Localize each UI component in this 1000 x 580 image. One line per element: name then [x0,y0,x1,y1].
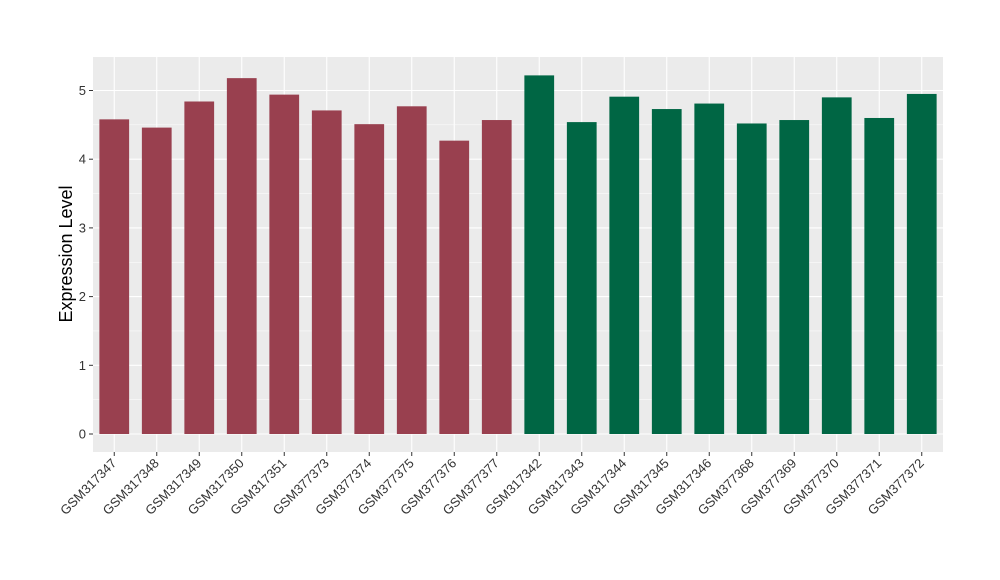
bar [566,122,597,435]
y-tick-label: 4 [79,152,86,167]
bar [226,78,257,434]
bar [439,140,470,434]
bar [609,96,640,435]
y-axis: 0 1 2 3 4 5 [79,83,93,442]
bar [906,93,937,434]
bars-layer [99,75,937,435]
bar [396,106,427,435]
bar [779,120,810,434]
y-tick-label: 2 [79,289,86,304]
bar [864,117,895,434]
y-axis-title: Expression Level [56,185,76,322]
bar [481,120,512,434]
bar [141,127,172,435]
bar [736,123,767,434]
plot-panel [93,57,943,452]
y-tick-label: 5 [79,83,86,98]
bar [184,101,215,434]
bar [651,109,682,434]
bar [821,97,852,435]
bar [311,110,342,434]
bar [694,103,725,434]
y-tick-label: 3 [79,220,86,235]
bar [524,75,555,435]
bar [99,119,130,434]
bar [269,94,300,434]
bar [354,124,385,435]
x-axis: GSM317347GSM317348GSM317349GSM317350GSM3… [57,452,927,518]
y-tick-label: 1 [79,358,86,373]
y-tick-label: 0 [79,427,86,442]
